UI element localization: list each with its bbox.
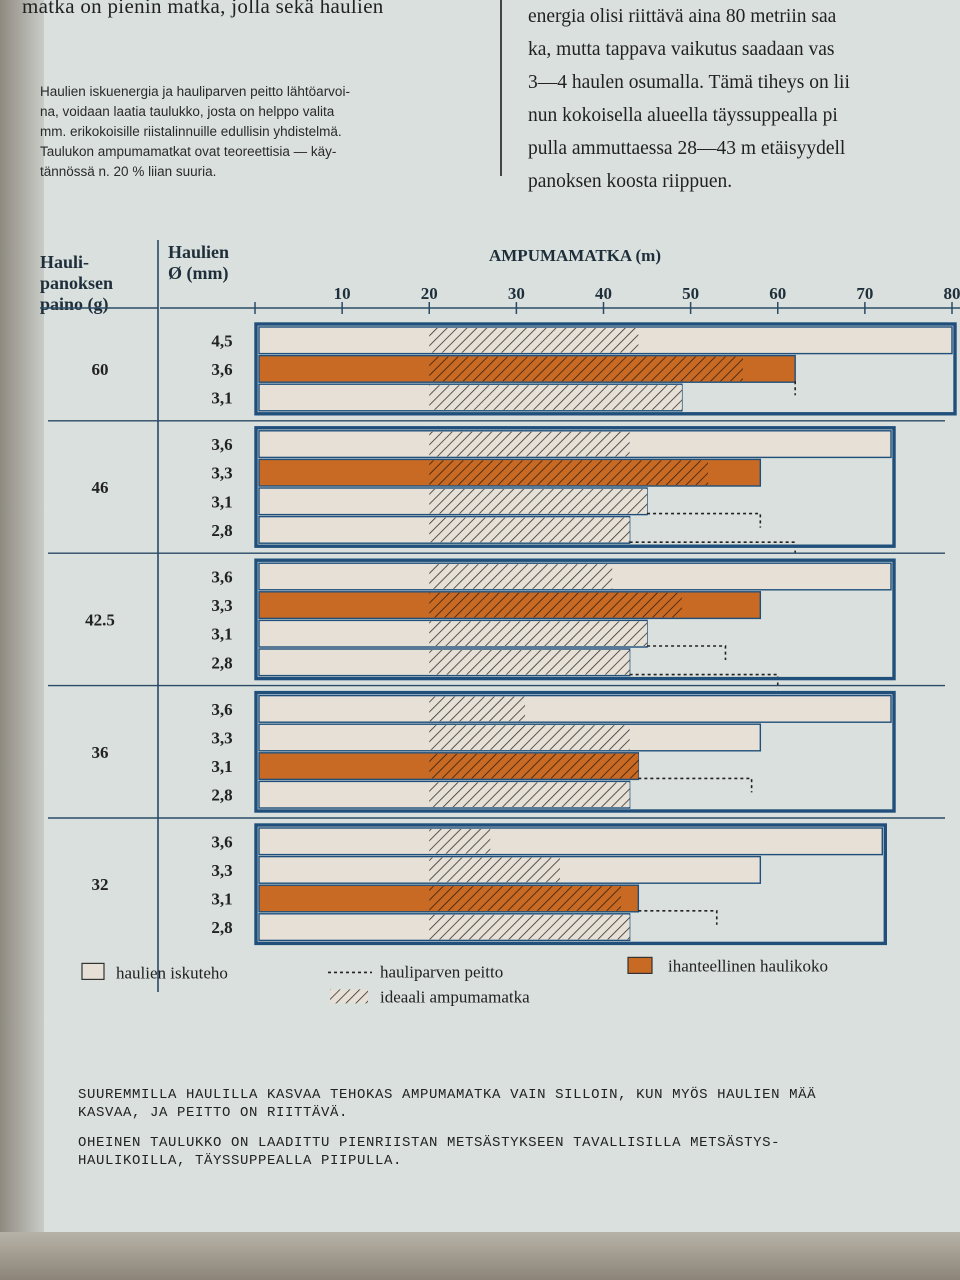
shot-diameter-label: 3,1 xyxy=(211,757,232,776)
shot-diameter-label: 3,6 xyxy=(211,360,232,379)
ideal-range-hatch xyxy=(429,696,526,722)
shot-weight-label: 60 xyxy=(92,360,109,379)
legend-ideal-shot-swatch xyxy=(627,956,653,975)
shot-diameter-label: 3,6 xyxy=(211,700,232,719)
group-frame xyxy=(254,690,896,813)
ideal-range-hatch xyxy=(429,782,630,807)
chart-notes: SUUREMMILLA HAULILLA KASVAA TEHOKAS AMPU… xyxy=(78,1086,958,1182)
ideal-range-hatch xyxy=(429,621,648,646)
page-bottom-edge xyxy=(0,1232,960,1280)
shot-weight-label: 42.5 xyxy=(85,610,115,629)
ideal-range-hatch xyxy=(429,650,630,675)
x-tick-label: 50 xyxy=(682,284,699,303)
ideal-range-hatch xyxy=(429,592,682,618)
shot-diameter-label: 3,1 xyxy=(211,389,232,408)
left-column-text: matka on pienin matka, jolla sekä haulie… xyxy=(22,0,384,18)
legend-ideal-range-swatch xyxy=(330,989,368,1004)
ideal-range-hatch xyxy=(429,829,491,854)
group-frame xyxy=(254,426,896,548)
ideal-range-hatch xyxy=(429,725,630,750)
ideal-range-hatch xyxy=(429,460,709,485)
shot-diameter-label: 2,8 xyxy=(211,521,232,540)
shot-diameter-label: 2,8 xyxy=(211,918,232,937)
shot-diameter-label: 3,3 xyxy=(211,464,232,483)
cover-line xyxy=(638,777,753,793)
note-2: OHEINEN TAULUKKO ON LAADITTU PIENRIISTAN… xyxy=(78,1135,781,1169)
weight-header-line: paino (g) xyxy=(40,294,109,315)
cover-line xyxy=(647,645,727,660)
legend-impact-swatch xyxy=(81,962,105,981)
ideal-range-hatch xyxy=(429,857,560,883)
x-tick-label: 10 xyxy=(334,284,351,303)
note-1: SUUREMMILLA HAULILLA KASVAA TEHOKAS AMPU… xyxy=(78,1087,817,1121)
cover-line xyxy=(629,541,796,557)
chart-title: AMPUMAMATKA (m) xyxy=(489,246,661,265)
x-tick-label: 70 xyxy=(856,284,873,303)
shot-diameter-label: 3,1 xyxy=(211,625,232,644)
x-tick-label: 30 xyxy=(508,284,525,303)
ideal-range-hatch xyxy=(429,385,682,410)
ideal-range-hatch xyxy=(429,431,630,457)
group-frame xyxy=(254,823,887,946)
shot-diameter-label: 3,3 xyxy=(211,729,232,748)
shot-diameter-label: 4,5 xyxy=(211,331,232,350)
ideal-range-hatch xyxy=(429,753,639,779)
shot-diameter-label: 2,8 xyxy=(211,653,232,672)
weight-header-line: panoksen xyxy=(40,273,113,293)
right-column-text: energia olisi riittävä aina 80 metriin s… xyxy=(528,6,850,192)
legend-cover-label: hauliparven peitto xyxy=(380,962,503,981)
ideal-range-hatch xyxy=(429,886,621,911)
x-tick-label: 40 xyxy=(595,284,612,303)
legend-ideal-range-label: ideaali ampumamatka xyxy=(380,987,530,1006)
ideal-range-hatch xyxy=(429,356,743,382)
shot-diameter-label: 3,1 xyxy=(211,890,232,909)
shot-diameter-label: 3,1 xyxy=(211,492,232,511)
ideal-range-hatch xyxy=(429,489,648,514)
ideal-range-hatch xyxy=(429,328,639,353)
legend-ideal-shot-label: ihanteellinen haulikoko xyxy=(668,956,828,975)
shot-weight-label: 32 xyxy=(92,875,109,894)
x-tick-label: 80 xyxy=(944,284,960,303)
shot-diameter-label: 3,3 xyxy=(211,861,232,880)
shot-diameter-label: 3,6 xyxy=(211,568,232,587)
column-divider xyxy=(500,0,502,176)
diameter-header-line: Ø (mm) xyxy=(168,263,228,284)
shot-diameter-label: 3,6 xyxy=(211,832,232,851)
shot-diameter-label: 2,8 xyxy=(211,786,232,805)
ideal-range-hatch xyxy=(429,517,630,543)
shot-weight-label: 46 xyxy=(92,478,109,497)
ideal-range-hatch xyxy=(429,914,630,940)
weight-header-line: Hauli- xyxy=(40,252,89,272)
group-frame xyxy=(254,558,896,681)
group-frame xyxy=(254,322,957,416)
cover-line xyxy=(647,512,762,528)
cover-line xyxy=(629,673,779,689)
ideal-range-hatch xyxy=(429,564,613,589)
legend-impact-label: haulien iskuteho xyxy=(116,963,228,982)
shot-diameter-label: 3,6 xyxy=(211,435,232,454)
x-tick-label: 20 xyxy=(421,284,438,303)
chart-caption: Haulien iskuenergia ja hauliparven peitt… xyxy=(40,84,350,179)
diameter-header-line: Haulien xyxy=(168,242,229,262)
x-tick-label: 60 xyxy=(769,284,786,303)
shot-weight-label: 36 xyxy=(92,743,109,762)
impact-bar xyxy=(258,694,892,723)
impact-bar xyxy=(258,827,883,856)
cover-line xyxy=(638,910,718,925)
page-binding-shadow xyxy=(0,0,44,1280)
shot-diameter-label: 3,3 xyxy=(211,596,232,615)
